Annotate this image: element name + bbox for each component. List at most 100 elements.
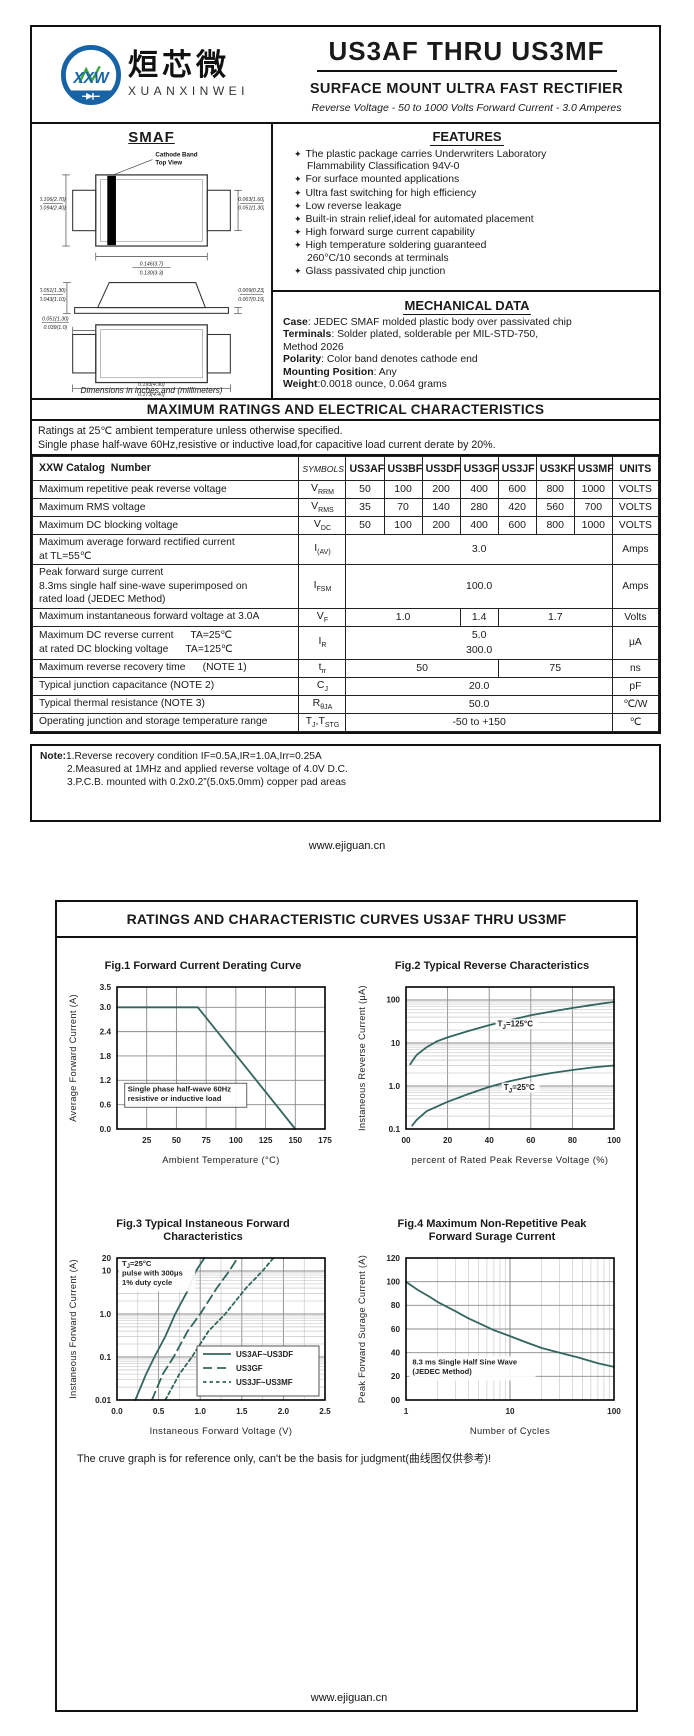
logo-symbol: XXW <box>72 69 110 86</box>
symbol-cell: VRRM <box>298 480 347 499</box>
mechanical-data-row: Polarity: Color band denotes cathode end <box>283 354 478 366</box>
svg-text:20: 20 <box>391 1372 401 1381</box>
part-number-header: US3KF <box>535 456 575 481</box>
chart-fig4: 8.3 ms Single Half Sine Wave(JEDEC Metho… <box>357 1254 621 1436</box>
bullet-icon: ✦ <box>294 174 302 185</box>
value-cell: 800 <box>535 480 575 499</box>
svg-text:0.1: 0.1 <box>100 1353 112 1362</box>
svg-text:0.007(0.19): 0.007(0.19) <box>238 297 264 303</box>
svg-text:25: 25 <box>142 1136 152 1145</box>
feature-item: ✦ Low reverse leakage <box>294 200 402 212</box>
curves-page-title: RATINGS AND CHARACTERISTIC CURVES US3AF … <box>57 902 636 938</box>
figure-title: Fig.3 Typical Instaneous Forward Charact… <box>116 1218 290 1243</box>
value-cell: 100 <box>383 516 423 535</box>
value-cell: 35 <box>345 498 385 517</box>
ratings-table-wrapper: XXW Catalog Number SYMBOLS US3AF US3BF US3DF… <box>30 454 661 734</box>
svg-text:TJ=25°C: TJ=25°C <box>122 1259 152 1270</box>
svg-text:80: 80 <box>568 1136 578 1145</box>
symbol-cell: RθJA <box>298 694 347 714</box>
svg-text:0.051(1.30): 0.051(1.30) <box>40 288 66 294</box>
svg-text:3.0: 3.0 <box>100 1003 112 1012</box>
features-title: FEATURES <box>430 129 504 146</box>
symbol-cell: IR <box>298 625 347 660</box>
figure-title: Fig.4 Maximum Non-Repetitive Peak Forwar… <box>397 1218 587 1243</box>
svg-text:US3GF: US3GF <box>236 1364 263 1373</box>
svg-text:125: 125 <box>259 1136 273 1145</box>
svg-text:75: 75 <box>202 1136 212 1145</box>
table-header-row: XXW Catalog Number SYMBOLS US3AF US3BF US3DF… <box>31 456 660 481</box>
part-number-header: US3GF <box>459 456 499 481</box>
svg-text:2.5: 2.5 <box>319 1407 331 1416</box>
svg-text:Instaneous Reverse Current (μA: Instaneous Reverse Current (μA) <box>357 985 367 1131</box>
svg-text:pulse with 300μs: pulse with 300μs <box>122 1269 183 1278</box>
svg-text:10: 10 <box>102 1267 112 1276</box>
value-cell: 50 <box>345 658 499 678</box>
value-cell: 1.7 <box>497 607 613 627</box>
svg-text:100: 100 <box>386 996 400 1005</box>
value-cell: 280 <box>459 498 499 517</box>
value-cell: 100 <box>383 480 423 499</box>
chart-fig2: TJ=125°C TJ=25°C 00 20 40 60 80 100 0.1 1.0 10 100 p… <box>357 985 621 1165</box>
svg-text:Instaneous Forward Current (A): Instaneous Forward Current (A) <box>68 1259 78 1399</box>
package-and-features-box: SMAF <box>30 122 661 400</box>
value-cell: 50 <box>345 480 385 499</box>
value-cell: 1.0 <box>345 607 461 627</box>
mechanical-data-row: Weight:0.0018 ounce, 0.064 grams <box>283 379 447 391</box>
features-list: ✦ The plastic package carries Underwriter… <box>283 148 651 278</box>
value-cell: 1000 <box>573 480 613 499</box>
figure-title: Fig.1 Forward Current Derating Curve <box>104 960 302 972</box>
website-link[interactable]: www.ejiguan.cn <box>308 840 386 852</box>
website-link[interactable]: www.ejiguan.cn <box>310 1692 388 1704</box>
svg-text:175: 175 <box>318 1136 332 1145</box>
note-line: 2.Measured at 1MHz and applied reverse v… <box>67 764 348 775</box>
value-cell: 1000 <box>573 516 613 535</box>
svg-text:0.5: 0.5 <box>153 1407 165 1416</box>
mechanical-data-title: MECHANICAL DATA <box>402 298 532 315</box>
note-line: Note:1.Reverse recovery condition IF=0.5… <box>40 751 322 762</box>
symbol-cell: IFSM <box>298 564 347 609</box>
svg-text:00: 00 <box>391 1396 401 1405</box>
figure-title: Fig.2 Typical Reverse Characteristics <box>394 960 590 972</box>
dimension-labels: 0.106(2.70) 0.094(2.40) 0.063(1.60) 0.05… <box>40 197 264 398</box>
symbol-cell: VF <box>298 607 347 627</box>
value-cell: 420 <box>497 498 537 517</box>
symbol-cell: VDC <box>298 516 347 535</box>
svg-text:0.0: 0.0 <box>100 1125 112 1134</box>
part-number-header: US3AF <box>345 456 385 481</box>
svg-text:Number of Cycles: Number of Cycles <box>470 1426 550 1436</box>
svg-text:0.039(1.0): 0.039(1.0) <box>44 325 68 331</box>
svg-text:US3JF~US3MF: US3JF~US3MF <box>236 1378 293 1387</box>
header-box: XXW 烜芯微 XUANXINWEI US3AF THRU US3MF SURF… <box>30 25 661 124</box>
table-row: Maximum DC reverse current TA=25℃ at rat… <box>31 625 660 660</box>
svg-text:40: 40 <box>485 1136 495 1145</box>
figure-2-typical-reverse-characteristics: Fig.2 Typical Reverse Characteristics TJ… <box>352 960 632 1186</box>
bullet-icon: ✦ <box>294 265 302 276</box>
value-cell: 3.0 <box>345 534 613 565</box>
table-row: Typical junction capacitance (NOTE 2) CJ 2… <box>31 676 660 696</box>
logo-chinese-name: 烜芯微 <box>128 49 230 82</box>
value-cell: 600 <box>497 480 537 499</box>
cathode-band-label: Cathode Band <box>155 152 197 159</box>
svg-text:TJ=125°C: TJ=125°C <box>498 1020 534 1031</box>
svg-text:1.0: 1.0 <box>100 1310 112 1319</box>
part-number-header: US3BF <box>383 456 423 481</box>
svg-text:60: 60 <box>526 1136 536 1145</box>
bullet-icon: ✦ <box>294 227 302 238</box>
feature-item: ✦ High forward surge current capability <box>294 227 475 239</box>
svg-text:10: 10 <box>391 1039 401 1048</box>
svg-text:1: 1 <box>404 1407 409 1416</box>
symbol-cell: CJ <box>298 676 347 696</box>
svg-text:100: 100 <box>607 1136 621 1145</box>
logo-mark-icon: XXW <box>60 44 122 105</box>
svg-text:1% duty cycle: 1% duty cycle <box>122 1278 172 1287</box>
title-underline <box>316 69 617 72</box>
ratings-table: XXW Catalog Number SYMBOLS US3AF US3BF US3DF… <box>31 456 660 732</box>
table-row: Operating junction and storage temperatu… <box>31 712 660 732</box>
table-row: Maximum DC blocking voltage VDC 50 100 200 40… <box>31 516 660 535</box>
value-cell: 200 <box>421 480 461 499</box>
figure-3-typical-instaneous-forward-characteristics: Fig.3 Typical Instaneous Forward Charact… <box>63 1218 343 1457</box>
svg-text:0.106(2.70): 0.106(2.70) <box>40 197 66 203</box>
svg-text:Instaneous Forward Voltage (V): Instaneous Forward Voltage (V) <box>150 1426 293 1436</box>
table-row: Typical thermal resistance (NOTE 3) RθJA 5… <box>31 694 660 714</box>
dimensions-caption: Dimensions in inches and (millimeters) <box>80 385 223 395</box>
